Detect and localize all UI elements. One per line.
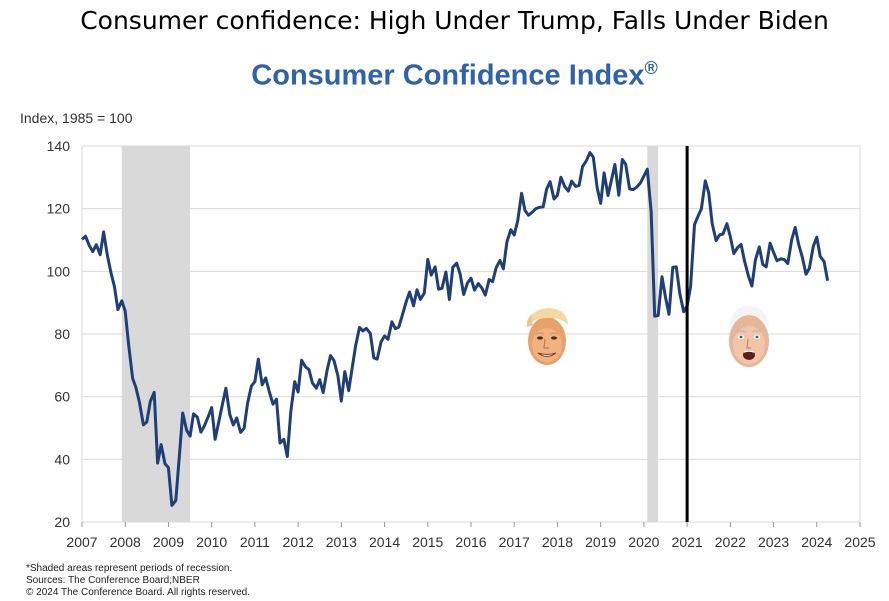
x-tick-label: 2025 (844, 534, 875, 550)
headline: Consumer confidence: High Under Trump, F… (80, 6, 829, 35)
trump-face-icon (526, 308, 568, 365)
x-tick-label: 2013 (326, 534, 357, 550)
x-tick-label: 2017 (499, 534, 530, 550)
footnote-copyright: © 2024 The Conference Board. All rights … (26, 587, 250, 598)
x-tick-label: 2007 (66, 534, 97, 550)
x-tick-label: 2015 (412, 534, 443, 550)
footnote-sources: Sources: The Conference Board;NBER (26, 575, 200, 586)
y-tick-label: 80 (54, 326, 70, 342)
x-tick-label: 2018 (542, 534, 573, 550)
x-tick-label: 2009 (153, 534, 184, 550)
series-layer (80, 151, 830, 507)
footnotes: *Shaded areas represent periods of reces… (26, 563, 250, 599)
y-tick-label: 120 (47, 201, 71, 217)
registered-mark: ® (644, 58, 658, 78)
x-tick-label: 2021 (672, 534, 703, 550)
x-tick-label: 2022 (715, 534, 746, 550)
x-tick-label: 2011 (240, 534, 270, 550)
y-axis-label: Index, 1985 = 100 (20, 110, 133, 126)
axis-labels: 20 40 60 80 100 120 140 2007 2008 2009 2010 2011 201… (47, 138, 876, 550)
x-tick-label: 2019 (585, 534, 616, 550)
footnote-recession: *Shaded areas represent periods of reces… (26, 563, 233, 574)
chart-title-text: Consumer Confidence Index (251, 59, 645, 92)
biden-face-icon (729, 306, 769, 367)
chart-title: Consumer Confidence Index® (0, 58, 889, 93)
x-tick-label: 2008 (110, 534, 141, 550)
y-tick-label: 100 (47, 263, 71, 279)
x-tick-label: 2023 (758, 534, 789, 550)
x-tick-label: 2012 (283, 534, 314, 550)
x-tick-label: 2016 (455, 534, 486, 550)
x-tick-label: 2014 (369, 534, 400, 550)
series-line-0 (80, 151, 830, 507)
x-tick-label: 2020 (628, 534, 659, 550)
y-tick-label: 140 (47, 138, 71, 154)
y-tick-label: 40 (54, 451, 70, 467)
x-tick-label: 2010 (196, 534, 227, 550)
x-tick-label: 2024 (801, 534, 832, 550)
y-tick-label: 20 (54, 514, 70, 530)
y-tick-label: 60 (54, 389, 70, 405)
